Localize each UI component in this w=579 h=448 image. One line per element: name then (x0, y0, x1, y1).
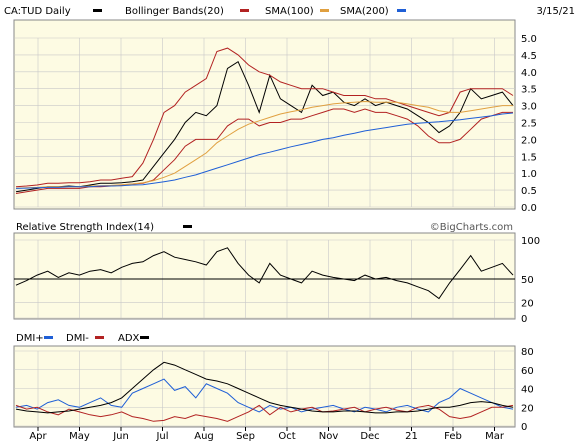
x-tick-label: Mar (485, 431, 505, 442)
x-tick-label: Apr (29, 431, 47, 442)
x-tick-label: Sep (236, 431, 255, 442)
legend-sma100-label: SMA(100) (265, 6, 314, 17)
bollinger-bands-20-upper-line (15, 47, 514, 188)
price-series (15, 47, 514, 194)
y-tick-label: 1.5 (521, 152, 537, 163)
y-tick-label: 0.0 (521, 203, 537, 214)
rsi-panel-bg (13, 232, 516, 320)
rsi-panel: Relative Strength Index(14) ©BigCharts.c… (13, 222, 540, 325)
adx-line (15, 361, 514, 414)
legend-sma100-swatch (320, 9, 329, 12)
x-tick-label: May (69, 431, 90, 442)
y-tick-label: 0 (521, 422, 527, 433)
x-tick-label: Feb (444, 431, 462, 442)
legend-sma200-label: SMA(200) (340, 6, 389, 17)
adx-swatch (140, 336, 149, 339)
dmi-panel: DMI+ DMI- ADX 80 60 40 20 0 (13, 333, 534, 433)
x-tick-label: Dec (360, 431, 379, 442)
dmi-plus-swatch (44, 336, 53, 339)
sma-200-line (15, 112, 514, 189)
y-tick-label: 3.0 (521, 102, 537, 113)
x-axis: Apr May Jun Jul Aug Sep Oct Nov Dec 21 Feb Mar (29, 427, 505, 442)
y-tick-label: 0.5 (521, 186, 537, 197)
dmi-plus-label: DMI+ (16, 333, 44, 344)
dmi-line (15, 378, 514, 413)
legend-bollinger-label: Bollinger Bands(20) (125, 6, 224, 17)
y-tick-label: 100 (521, 236, 540, 247)
watermark: ©BigCharts.com (430, 222, 513, 233)
relative-strength-index-14-line (15, 247, 514, 300)
price-panel: 5.0 4.5 4.0 3.5 3.0 2.5 2.0 1.5 1.0 0.5 0.0 (13, 19, 537, 214)
y-tick-label: 50 (521, 275, 534, 286)
dmi-panel-bg (13, 345, 516, 428)
y-tick-label: 80 (521, 347, 534, 358)
y-tick-label: 40 (521, 385, 534, 396)
rsi-title: Relative Strength Index(14) (16, 222, 154, 233)
rsi-legend-swatch (183, 225, 192, 228)
price-y-ticks: 5.0 4.5 4.0 3.5 3.0 2.5 2.0 1.5 1.0 0.5 0.0 (521, 34, 537, 214)
adx-label: ADX (118, 333, 140, 344)
y-tick-label: 4.0 (521, 68, 537, 79)
rsi-y-ticks: 100 50 20 0 (521, 236, 540, 325)
y-tick-label: 5.0 (521, 34, 537, 45)
y-tick-label: 3.5 (521, 85, 537, 96)
dmi-series (15, 361, 514, 422)
ca-tud-daily-line (15, 60, 514, 193)
x-tick-label: Jun (112, 431, 129, 442)
legend-bollinger-swatch (240, 9, 249, 12)
dmi-minus-label: DMI- (66, 333, 89, 344)
dmi-minus-swatch (95, 336, 104, 339)
chart-header: CA:TUD Daily Bollinger Bands(20) SMA(100… (4, 6, 575, 17)
y-tick-label: 4.5 (521, 51, 537, 62)
y-tick-label: 2.0 (521, 135, 537, 146)
x-tick-label: Oct (278, 431, 295, 442)
price-legend-swatch (93, 9, 102, 12)
dmi-line (15, 404, 514, 422)
y-tick-label: 1.0 (521, 169, 537, 180)
chart-date: 3/15/21 (536, 6, 575, 17)
bollinger-bands-20-lower-line (15, 108, 513, 194)
symbol-label: CA:TUD Daily (4, 6, 71, 17)
x-tick-label: Aug (194, 431, 214, 442)
x-tick-label: Jul (155, 431, 168, 442)
y-tick-label: 2.5 (521, 119, 537, 130)
rsi-grid (14, 239, 515, 319)
y-tick-label: 20 (521, 298, 534, 309)
legend-sma200-swatch (397, 9, 406, 12)
price-panel-bg (13, 19, 516, 210)
y-tick-label: 60 (521, 366, 534, 377)
price-grid (14, 37, 515, 208)
x-tick-label: 21 (405, 431, 418, 442)
dmi-grid (14, 350, 515, 427)
dmi-y-ticks: 80 60 40 20 0 (521, 347, 534, 433)
rsi-series (15, 247, 514, 300)
y-tick-label: 20 (521, 403, 534, 414)
x-tick-label: Nov (319, 431, 339, 442)
y-tick-label: 0 (521, 314, 527, 325)
